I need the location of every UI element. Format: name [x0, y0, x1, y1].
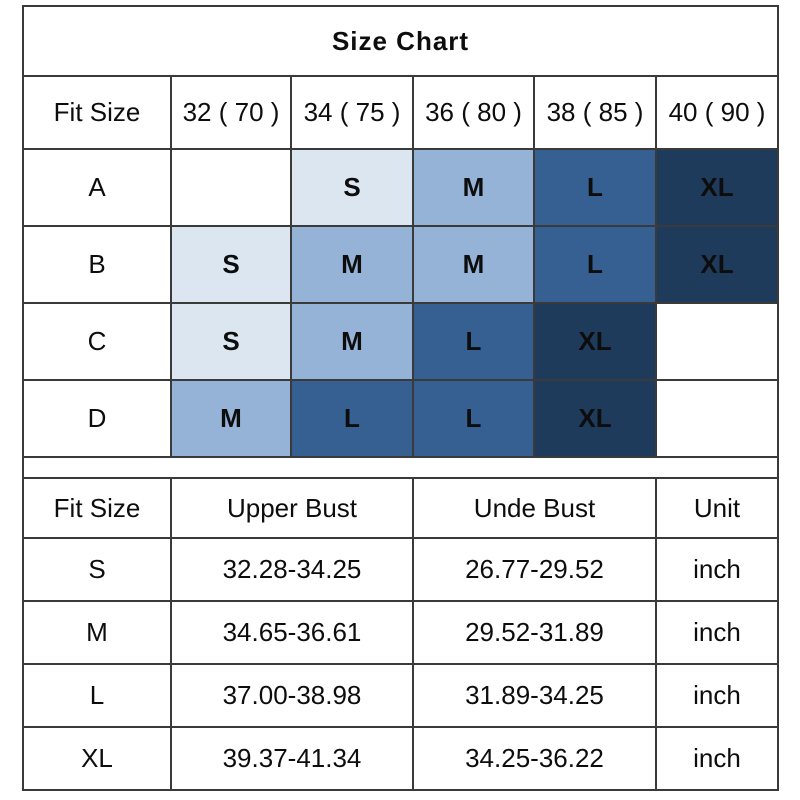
matrix-header-col-40: 40 ( 90 ) [654, 75, 780, 150]
spacer-cell [21, 456, 780, 479]
matrix-header-col-34: 34 ( 75 ) [290, 75, 414, 150]
row-label: B [22, 225, 172, 304]
size-cell: L [412, 302, 535, 381]
unit-value: inch [654, 663, 780, 728]
size-cell: XL [654, 148, 780, 227]
upper-bust-value: 37.00-38.98 [170, 663, 414, 728]
measurements-row-m: M 34.65-36.61 29.52-31.89 inch [22, 600, 780, 665]
unde-bust-value: 26.77-29.52 [412, 537, 657, 602]
size-cell: S [290, 148, 414, 227]
matrix-row-c: C S M L XL [22, 302, 780, 381]
matrix-row-d: D M L L XL [22, 379, 780, 458]
unit-value: inch [654, 600, 780, 665]
upper-bust-value: 34.65-36.61 [170, 600, 414, 665]
unde-bust-value: 31.89-34.25 [412, 663, 657, 728]
measurements-header-upper-bust: Upper Bust [170, 477, 414, 539]
fit-size-value: XL [22, 726, 172, 791]
upper-bust-value: 39.37-41.34 [170, 726, 414, 791]
size-cell: S [170, 225, 292, 304]
page-title: Size Chart [21, 5, 780, 77]
unit-value: inch [654, 537, 780, 602]
matrix-header-col-32: 32 ( 70 ) [170, 75, 292, 150]
title-row: Size Chart [21, 5, 780, 77]
measurements-header-fit-size: Fit Size [22, 477, 172, 539]
fit-size-value: S [22, 537, 172, 602]
size-cell: XL [533, 302, 657, 381]
size-cell [654, 379, 780, 458]
size-cell: M [290, 225, 414, 304]
size-chart-table: Size Chart Fit Size 32 ( 70 ) 34 ( 75 ) … [21, 5, 780, 791]
unde-bust-value: 29.52-31.89 [412, 600, 657, 665]
size-cell [170, 148, 292, 227]
unit-value: inch [654, 726, 780, 791]
size-cell [654, 302, 780, 381]
size-cell: L [533, 148, 657, 227]
size-cell: L [290, 379, 414, 458]
matrix-header-fit-size: Fit Size [22, 75, 172, 150]
size-cell: XL [654, 225, 780, 304]
measurements-header-row: Fit Size Upper Bust Unde Bust Unit [22, 477, 780, 539]
size-cell: L [412, 379, 535, 458]
unde-bust-value: 34.25-36.22 [412, 726, 657, 791]
row-label: A [22, 148, 172, 227]
measurements-row-xl: XL 39.37-41.34 34.25-36.22 inch [22, 726, 780, 791]
upper-bust-value: 32.28-34.25 [170, 537, 414, 602]
size-cell: M [412, 148, 535, 227]
size-cell: L [533, 225, 657, 304]
matrix-row-b: B S M M L XL [22, 225, 780, 304]
measurements-header-unit: Unit [654, 477, 780, 539]
size-cell: XL [533, 379, 657, 458]
size-cell: S [170, 302, 292, 381]
row-label: D [22, 379, 172, 458]
size-cell: M [412, 225, 535, 304]
size-cell: M [290, 302, 414, 381]
row-label: C [22, 302, 172, 381]
matrix-header-row: Fit Size 32 ( 70 ) 34 ( 75 ) 36 ( 80 ) 3… [22, 75, 780, 150]
fit-size-value: L [22, 663, 172, 728]
matrix-header-col-36: 36 ( 80 ) [412, 75, 535, 150]
measurements-row-l: L 37.00-38.98 31.89-34.25 inch [22, 663, 780, 728]
measurements-header-unde-bust: Unde Bust [412, 477, 657, 539]
fit-size-value: M [22, 600, 172, 665]
spacer-row [21, 456, 780, 479]
matrix-row-a: A S M L XL [22, 148, 780, 227]
matrix-header-col-38: 38 ( 85 ) [533, 75, 657, 150]
size-cell: M [170, 379, 292, 458]
measurements-row-s: S 32.28-34.25 26.77-29.52 inch [22, 537, 780, 602]
